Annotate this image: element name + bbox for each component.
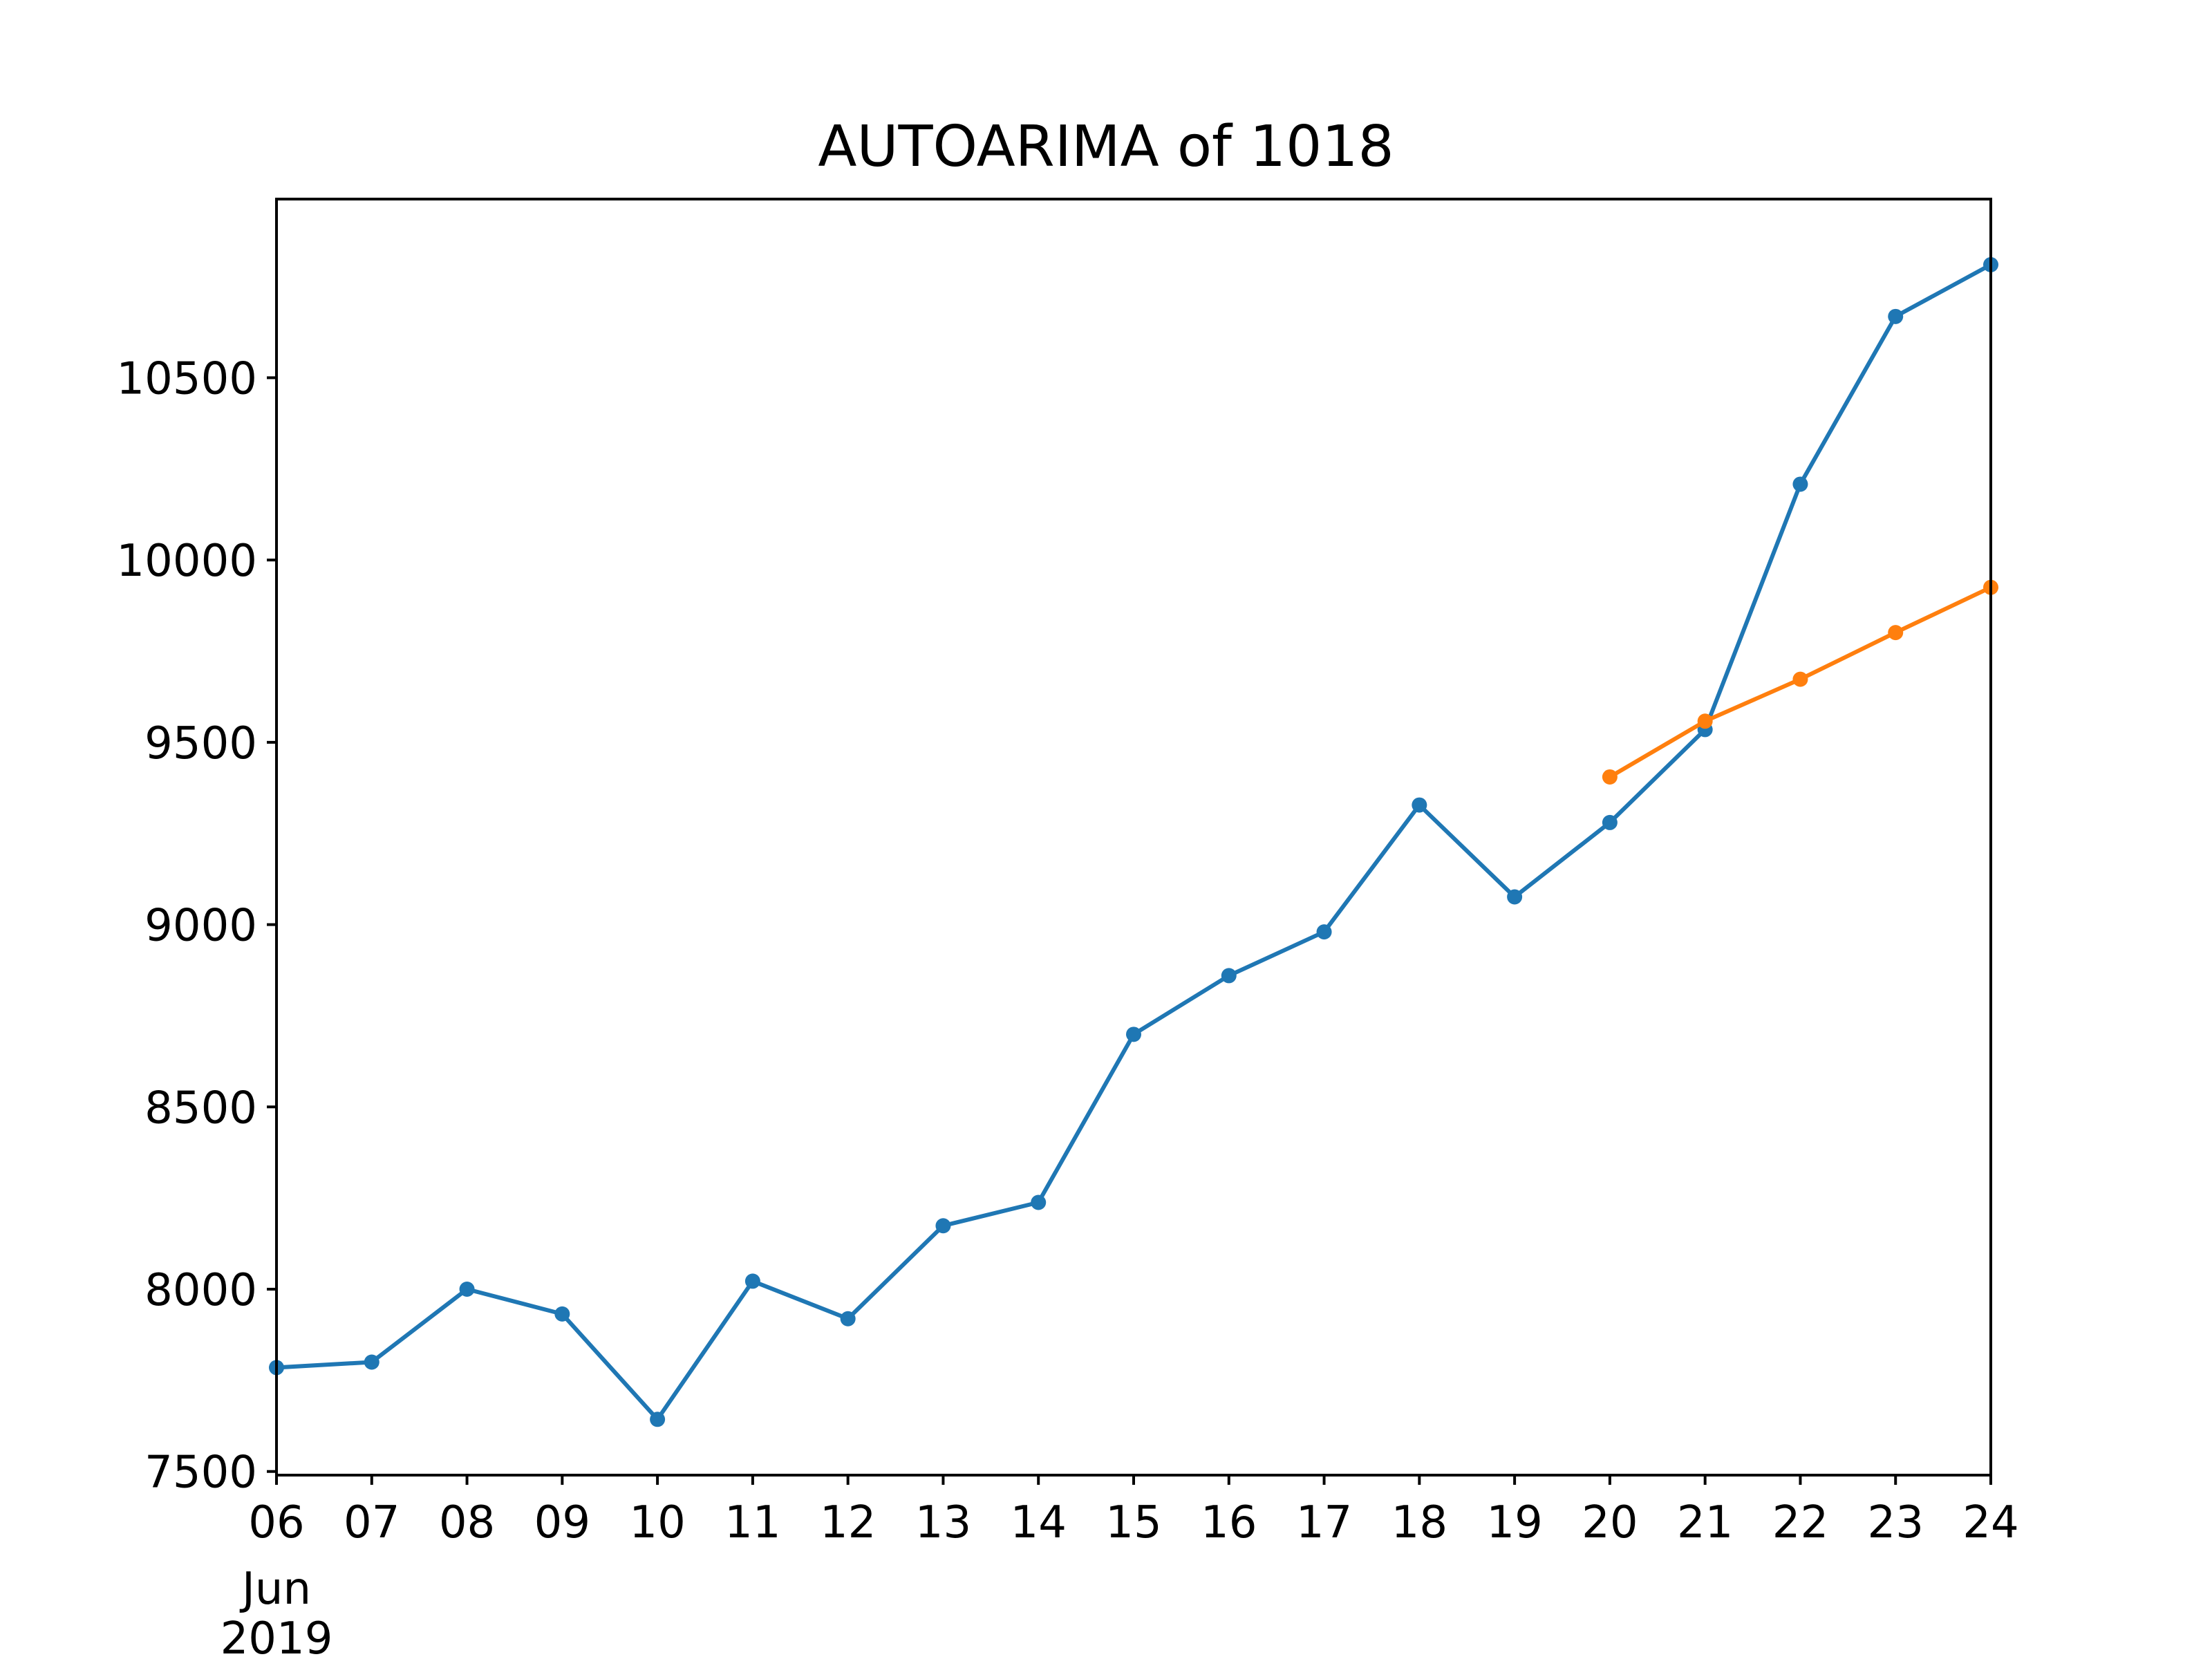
- x-tick-label: 09: [534, 1497, 590, 1548]
- series-1: [269, 256, 1998, 1427]
- series-2: [1602, 579, 1998, 785]
- x-axis: 06 07 08 09 10 11 12 13 14 15 16 17 18 19 20 21 22 23 24: [248, 1475, 2019, 1548]
- y-tick-label: 9500: [144, 718, 257, 769]
- series-1-point: [459, 1282, 475, 1297]
- x-axis-month-label: Jun: [239, 1564, 311, 1615]
- series-2-point: [1888, 625, 1904, 641]
- series-1-point: [935, 1218, 951, 1234]
- series-1-point: [650, 1412, 666, 1427]
- x-tick-label: 15: [1105, 1497, 1161, 1548]
- chart-title: AUTOARIMA of 1018: [818, 114, 1394, 180]
- y-tick-label: 7500: [144, 1447, 257, 1499]
- series-1-point: [1792, 476, 1808, 492]
- series-1-point: [1126, 1027, 1141, 1042]
- y-tick-label: 10000: [116, 536, 257, 587]
- x-tick-label: 10: [629, 1497, 685, 1548]
- x-axis-year-label: 2019: [221, 1613, 333, 1659]
- y-tick-label: 8000: [144, 1265, 257, 1316]
- x-tick-label: 11: [724, 1497, 780, 1548]
- series-2-point: [1697, 713, 1713, 729]
- series-1-point: [1507, 889, 1523, 905]
- series-1-point: [1031, 1194, 1047, 1210]
- x-tick-label: 17: [1296, 1497, 1352, 1548]
- series-1-point: [554, 1306, 570, 1322]
- x-tick-label: 14: [1011, 1497, 1067, 1548]
- series-1-point: [840, 1311, 856, 1327]
- x-tick-label: 21: [1677, 1497, 1733, 1548]
- series-1-point: [1316, 924, 1332, 940]
- series-1-point: [364, 1354, 379, 1370]
- y-tick-label: 8500: [144, 1082, 257, 1134]
- x-tick-label: 19: [1486, 1497, 1542, 1548]
- y-axis: 7500 8000 8500 9000 9500 10000 10500: [116, 353, 276, 1499]
- x-tick-label: 18: [1391, 1497, 1447, 1548]
- series-1-point: [1221, 968, 1237, 984]
- series-1-point: [1602, 814, 1618, 830]
- x-tick-label: 08: [439, 1497, 495, 1548]
- series-1-point: [1412, 797, 1427, 813]
- series-1-point: [744, 1273, 760, 1289]
- x-tick-label: 12: [820, 1497, 876, 1548]
- series-2-point: [1602, 769, 1618, 785]
- plot-series: [269, 256, 1998, 1427]
- x-tick-label: 22: [1772, 1497, 1828, 1548]
- x-tick-label: 20: [1582, 1497, 1638, 1548]
- x-tick-label: 16: [1201, 1497, 1257, 1548]
- y-tick-label: 9000: [144, 901, 257, 952]
- y-tick-label: 10500: [116, 353, 257, 404]
- x-tick-label: 07: [344, 1497, 400, 1548]
- series-1-point: [1888, 308, 1904, 324]
- x-tick-label: 23: [1868, 1497, 1924, 1548]
- x-tick-label: 13: [915, 1497, 971, 1548]
- x-tick-label: 24: [1962, 1497, 2018, 1548]
- series-2-point: [1792, 671, 1808, 687]
- x-tick-label: 06: [248, 1497, 304, 1548]
